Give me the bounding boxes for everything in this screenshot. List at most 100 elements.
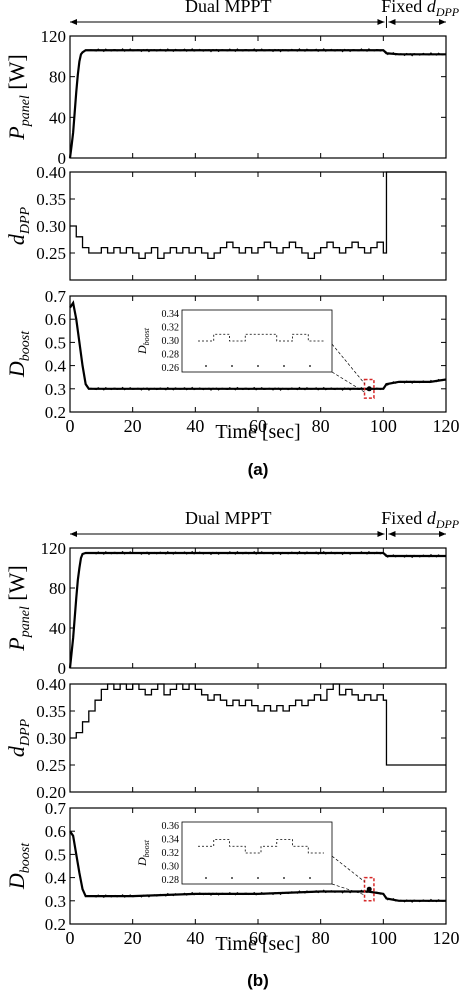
inset-marker [309, 877, 311, 879]
inset-y-tick-label: 0.34 [162, 309, 180, 320]
x-tick-label: 0 [66, 416, 75, 436]
y-label-unit: [W] [4, 54, 29, 95]
x-tick-label: 20 [124, 928, 142, 948]
y-tick-label: 0.7 [45, 287, 67, 306]
y-label-main: D [4, 873, 29, 890]
y-tick-label: 0.4 [45, 869, 67, 888]
annotation-fixed-var: d [427, 0, 437, 16]
y-axis-label: dDPP [4, 206, 33, 245]
zoom-point [366, 886, 372, 892]
y-tick-label: 0.7 [45, 799, 67, 818]
inset-y-tick-label: 0.28 [162, 350, 180, 361]
series-noise [88, 378, 447, 391]
inset-marker [309, 365, 311, 367]
y-tick-label: 80 [49, 68, 66, 87]
y-tick-label: 0.30 [36, 217, 66, 236]
inset-marker [257, 365, 259, 367]
x-tick-label: 60 [249, 416, 267, 436]
subplot-p-panel: 0 40 80 120 Ppanel [W] [4, 539, 447, 678]
x-tick-label: 120 [433, 416, 460, 436]
y-label-sub: boost [18, 842, 33, 873]
zoom-connector [331, 371, 365, 393]
y-tick-label: 0.40 [36, 163, 66, 182]
inset-y-label: Dboost [135, 327, 151, 355]
y-tick-label: 0 [58, 149, 67, 168]
y-label-main: P [4, 126, 29, 140]
y-label-unit: [W] [4, 565, 29, 606]
inset-y-tick-label: 0.30 [162, 862, 180, 873]
y-label-sub: DPP [18, 718, 33, 747]
inset-y-label-main: D [135, 857, 149, 867]
series-line [68, 49, 446, 159]
x-axis-label: Time [sec] [215, 933, 300, 955]
y-tick-label: 0.3 [45, 892, 66, 911]
subplot-p-panel: 0 40 80 120 Ppanel [W] [4, 27, 447, 168]
series-noise [88, 889, 447, 903]
inset-marker [257, 877, 259, 879]
x-tick-label: 80 [312, 416, 330, 436]
inset-marker [283, 877, 285, 879]
arrow-dual-mppt-head-right [377, 531, 385, 537]
x-tick-label: 100 [370, 928, 397, 948]
inset-y-label-main: D [135, 345, 149, 355]
zoom-point [366, 386, 372, 392]
y-tick-label: 0.4 [45, 357, 67, 376]
series-line [68, 551, 446, 669]
arrow-fixed-ddpp-head-right [439, 531, 446, 537]
y-label-sub: boost [18, 330, 33, 361]
arrow-fixed-ddpp-head-left [388, 531, 396, 537]
subplot-d-dpp: 0.25 0.30 0.35 0.40 dDPP [4, 163, 447, 281]
y-label-main: d [4, 233, 29, 245]
x-tick-label: 80 [312, 928, 330, 948]
y-tick-label: 0.5 [45, 845, 66, 864]
inset: 0.26 0.28 0.30 0.32 0.34 Dboost [135, 309, 333, 374]
y-label-main: d [4, 745, 29, 757]
arrow-dual-mppt-head-left [70, 531, 77, 537]
axes-frame [69, 547, 447, 669]
y-tick-label: 0.6 [45, 822, 66, 841]
y-tick-label: 80 [49, 579, 66, 598]
subplot-d-boost: 0.20.30.40.50.60.70 20 40 60 80 100 120Dboost0… [4, 799, 460, 948]
y-tick-label: 0.2 [45, 915, 66, 934]
inset: 0.28 0.30 0.32 0.34 0.36 Dboost [135, 821, 333, 886]
inset-y-tick-label: 0.32 [162, 323, 180, 334]
panel-label: (b) [247, 971, 269, 990]
inset-marker [231, 877, 233, 879]
arrow-fixed-ddpp-head-left [388, 19, 396, 25]
zoom-connector [331, 343, 365, 384]
zoom-connector [331, 883, 365, 896]
y-label-main: P [4, 637, 29, 651]
y-tick-label: 0.6 [45, 310, 66, 329]
axes-frame [69, 683, 447, 793]
inset-marker [231, 365, 233, 367]
y-tick-label: 40 [49, 619, 66, 638]
y-tick-label: 0.25 [36, 244, 66, 263]
zoom-highlight-box [363, 876, 375, 902]
annotation-fixed-ddpp: Fixed dDPP [381, 0, 460, 19]
y-axis-label: Ppanel [W] [4, 565, 33, 651]
inset-marker [205, 365, 207, 367]
y-tick-label: 120 [41, 27, 67, 46]
inset-y-label-sub: boost [142, 327, 151, 345]
annotation-dual-mppt: Dual MPPT [185, 508, 272, 528]
annotation-fixed-prefix: Fixed [381, 0, 427, 16]
panel-label: (a) [248, 460, 269, 479]
y-tick-label: 120 [41, 539, 67, 558]
y-tick-label: 0.40 [36, 675, 66, 694]
x-tick-label: 100 [370, 416, 397, 436]
y-label-sub: panel [18, 95, 33, 127]
y-label-sub: DPP [18, 206, 33, 235]
series-noise [88, 48, 447, 57]
y-tick-label: 0.2 [45, 403, 66, 422]
x-tick-label: 60 [249, 928, 267, 948]
x-tick-label: 120 [433, 928, 460, 948]
y-axis-label: Dboost [4, 330, 33, 378]
series-noise [88, 550, 447, 559]
inset-frame [181, 821, 333, 885]
x-tick-label: 40 [186, 928, 204, 948]
y-axis-label: Dboost [4, 842, 33, 890]
inset-y-tick-label: 0.26 [162, 363, 180, 374]
inset-y-label: Dboost [135, 839, 151, 867]
